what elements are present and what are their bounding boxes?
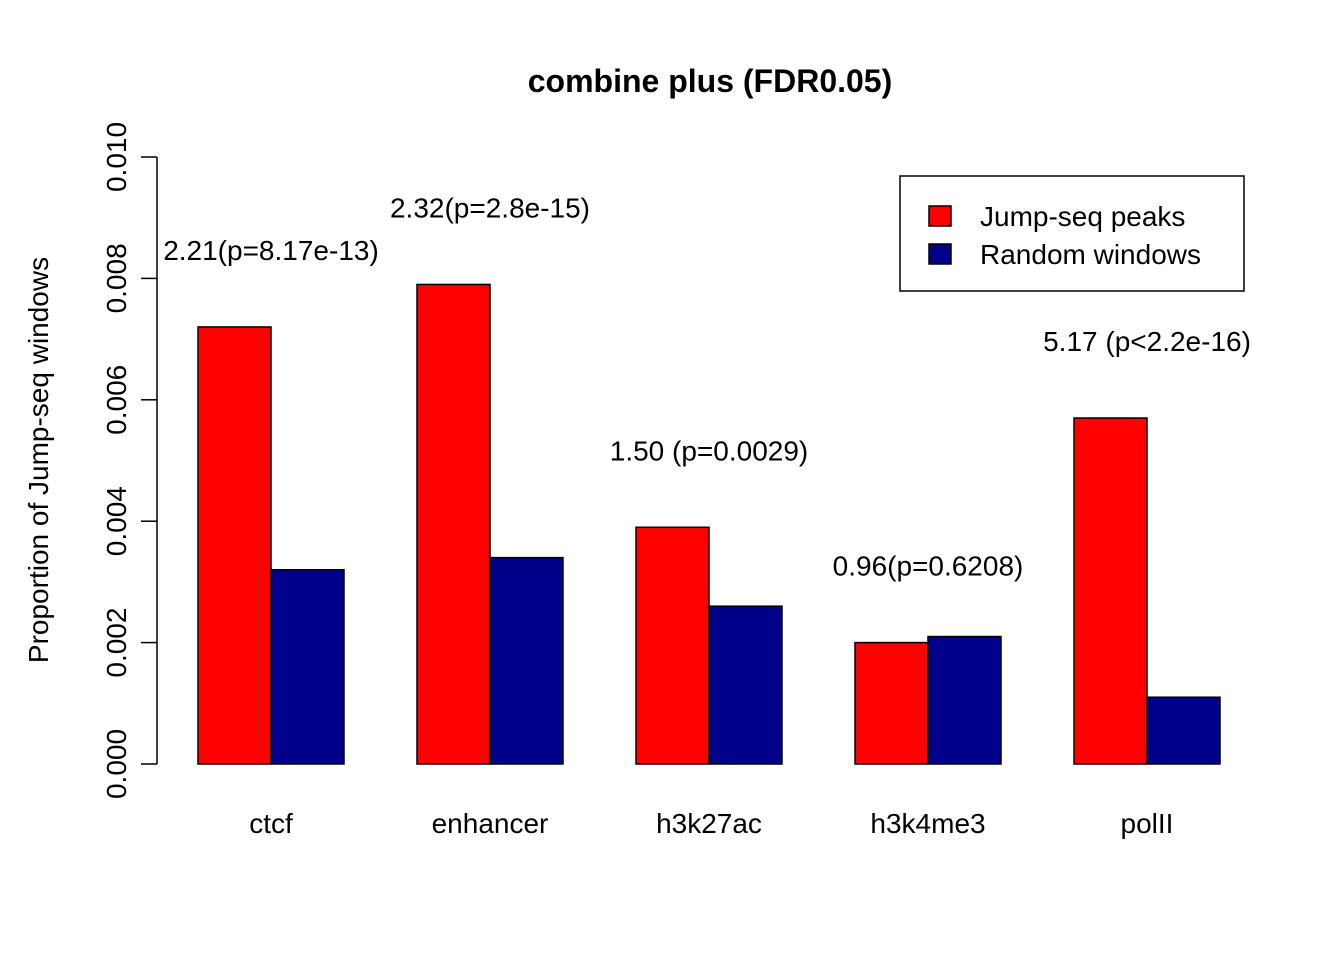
bar-ctcf-random — [270, 569, 345, 765]
category-label: ctcf — [249, 808, 293, 839]
y-tick-label: 0.010 — [101, 122, 132, 192]
y-tick-label: 0.008 — [101, 243, 132, 313]
legend: Jump-seq peaks Random windows — [899, 175, 1245, 292]
bar-polII-jump-seq — [1073, 417, 1148, 765]
category-labels: ctcf enhancer h3k27ac h3k4me3 polII — [249, 808, 1173, 839]
bar-enhancer-jump-seq — [416, 283, 491, 765]
category-label: enhancer — [432, 808, 549, 839]
legend-swatch — [928, 243, 952, 265]
bar-annotation: 1.50 (p=0.0029) — [610, 435, 809, 466]
bar-annotation: 2.32(p=2.8e-15) — [390, 192, 590, 223]
legend-box — [899, 175, 1245, 292]
bar-h3k4me3-random — [927, 635, 1002, 765]
y-tick-label: 0.006 — [101, 365, 132, 435]
y-tick-label: 0.000 — [101, 729, 132, 799]
y-axis: 0.000 0.002 0.004 0.006 0.008 0.010 — [101, 122, 158, 799]
y-tick-label: 0.002 — [101, 608, 132, 678]
bars — [197, 283, 1221, 765]
category-label: h3k4me3 — [870, 808, 985, 839]
y-axis-label: Proportion of Jump-seq windows — [23, 257, 54, 663]
bar-annotation: 5.17 (p<2.2e-16) — [1043, 326, 1251, 357]
y-tick-label: 0.004 — [101, 486, 132, 556]
annotations: 2.21(p=8.17e-13) 2.32(p=2.8e-15) 1.50 (p=0… — [163, 192, 1251, 581]
bar-enhancer-random — [489, 556, 564, 765]
bar-annotation: 0.96(p=0.6208) — [833, 551, 1024, 582]
bar-ctcf-jump-seq — [197, 326, 272, 765]
category-label: polII — [1121, 808, 1174, 839]
bar-h3k27ac-random — [708, 605, 783, 765]
bar-h3k4me3-jump-seq — [854, 641, 929, 765]
legend-swatch — [928, 205, 952, 227]
chart-title: combine plus (FDR0.05) — [528, 63, 893, 99]
legend-label: Jump-seq peaks — [980, 201, 1185, 232]
bar-polII-random — [1146, 696, 1221, 765]
bar-annotation: 2.21(p=8.17e-13) — [163, 235, 379, 266]
category-label: h3k27ac — [656, 808, 762, 839]
legend-label: Random windows — [980, 239, 1201, 270]
bar-h3k27ac-jump-seq — [635, 526, 710, 765]
